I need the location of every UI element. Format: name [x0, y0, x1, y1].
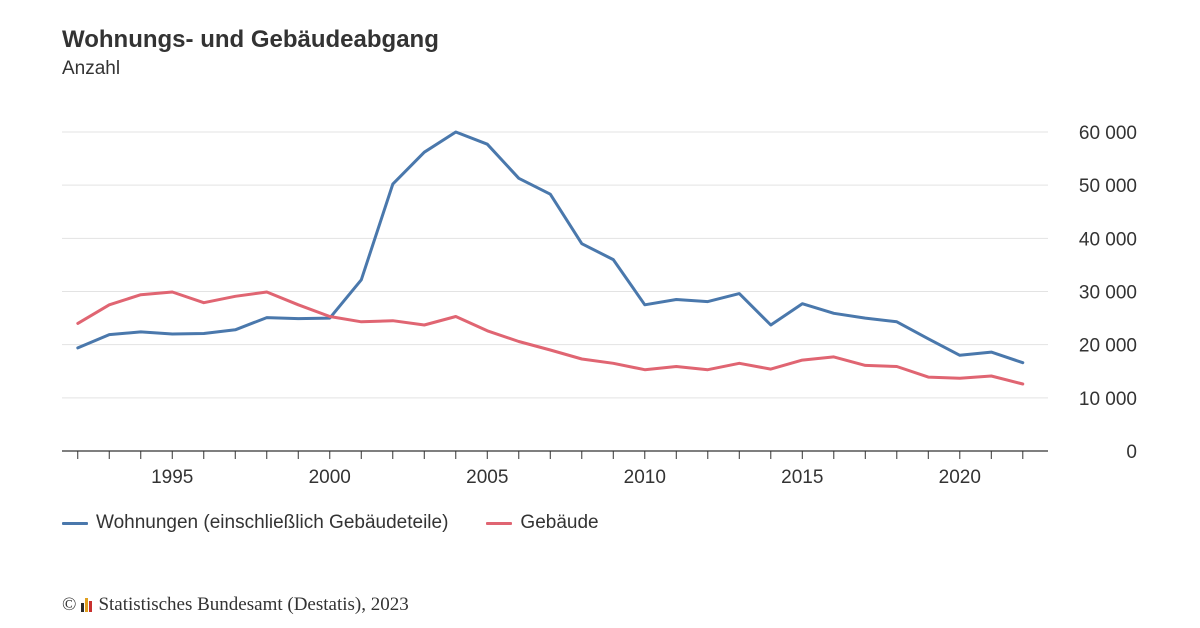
y-tick-label: 30 000 [1079, 283, 1137, 304]
y-tick-label: 0 [1126, 442, 1137, 463]
chart-title: Wohnungs- und Gebäudeabgang [62, 26, 439, 53]
source-footer: © Statistisches Bundesamt (Destatis), 20… [62, 594, 409, 616]
chart-subtitle: Anzahl [62, 58, 121, 79]
legend-swatch-wohnungen [62, 521, 88, 525]
legend-label-gebaeude: Gebäude [520, 512, 599, 533]
x-tick-label: 2015 [781, 467, 823, 488]
legend-item-gebaeude[interactable]: Gebäude [486, 512, 599, 534]
x-tick-label: 1995 [151, 467, 193, 488]
y-tick-label: 20 000 [1079, 336, 1137, 357]
legend-swatch-gebaeude [486, 521, 513, 525]
x-tick-label: 2000 [309, 467, 351, 488]
y-tick-label: 10 000 [1079, 389, 1137, 410]
chart-legend: Wohnungen (einschließlich Gebäudeteile) … [62, 512, 637, 534]
x-tick-label: 2010 [624, 467, 666, 488]
y-tick-label: 60 000 [1079, 123, 1137, 144]
x-tick-label: 2005 [466, 467, 508, 488]
legend-item-wohnungen[interactable]: Wohnungen (einschließlich Gebäudeteile) [62, 512, 448, 534]
source-text: Statistisches Bundesamt (Destatis), 2023 [98, 594, 409, 615]
legend-label-wohnungen: Wohnungen (einschließlich Gebäudeteile) [96, 512, 449, 533]
copyright-symbol: © [62, 594, 77, 615]
series-line-gebaeude [76, 290, 1025, 386]
destatis-logo-icon [81, 598, 93, 612]
series-line-wohnungen [76, 130, 1025, 365]
x-tick-label: 2020 [939, 467, 981, 488]
y-tick-label: 40 000 [1079, 229, 1137, 250]
y-tick-label: 50 000 [1079, 176, 1137, 197]
